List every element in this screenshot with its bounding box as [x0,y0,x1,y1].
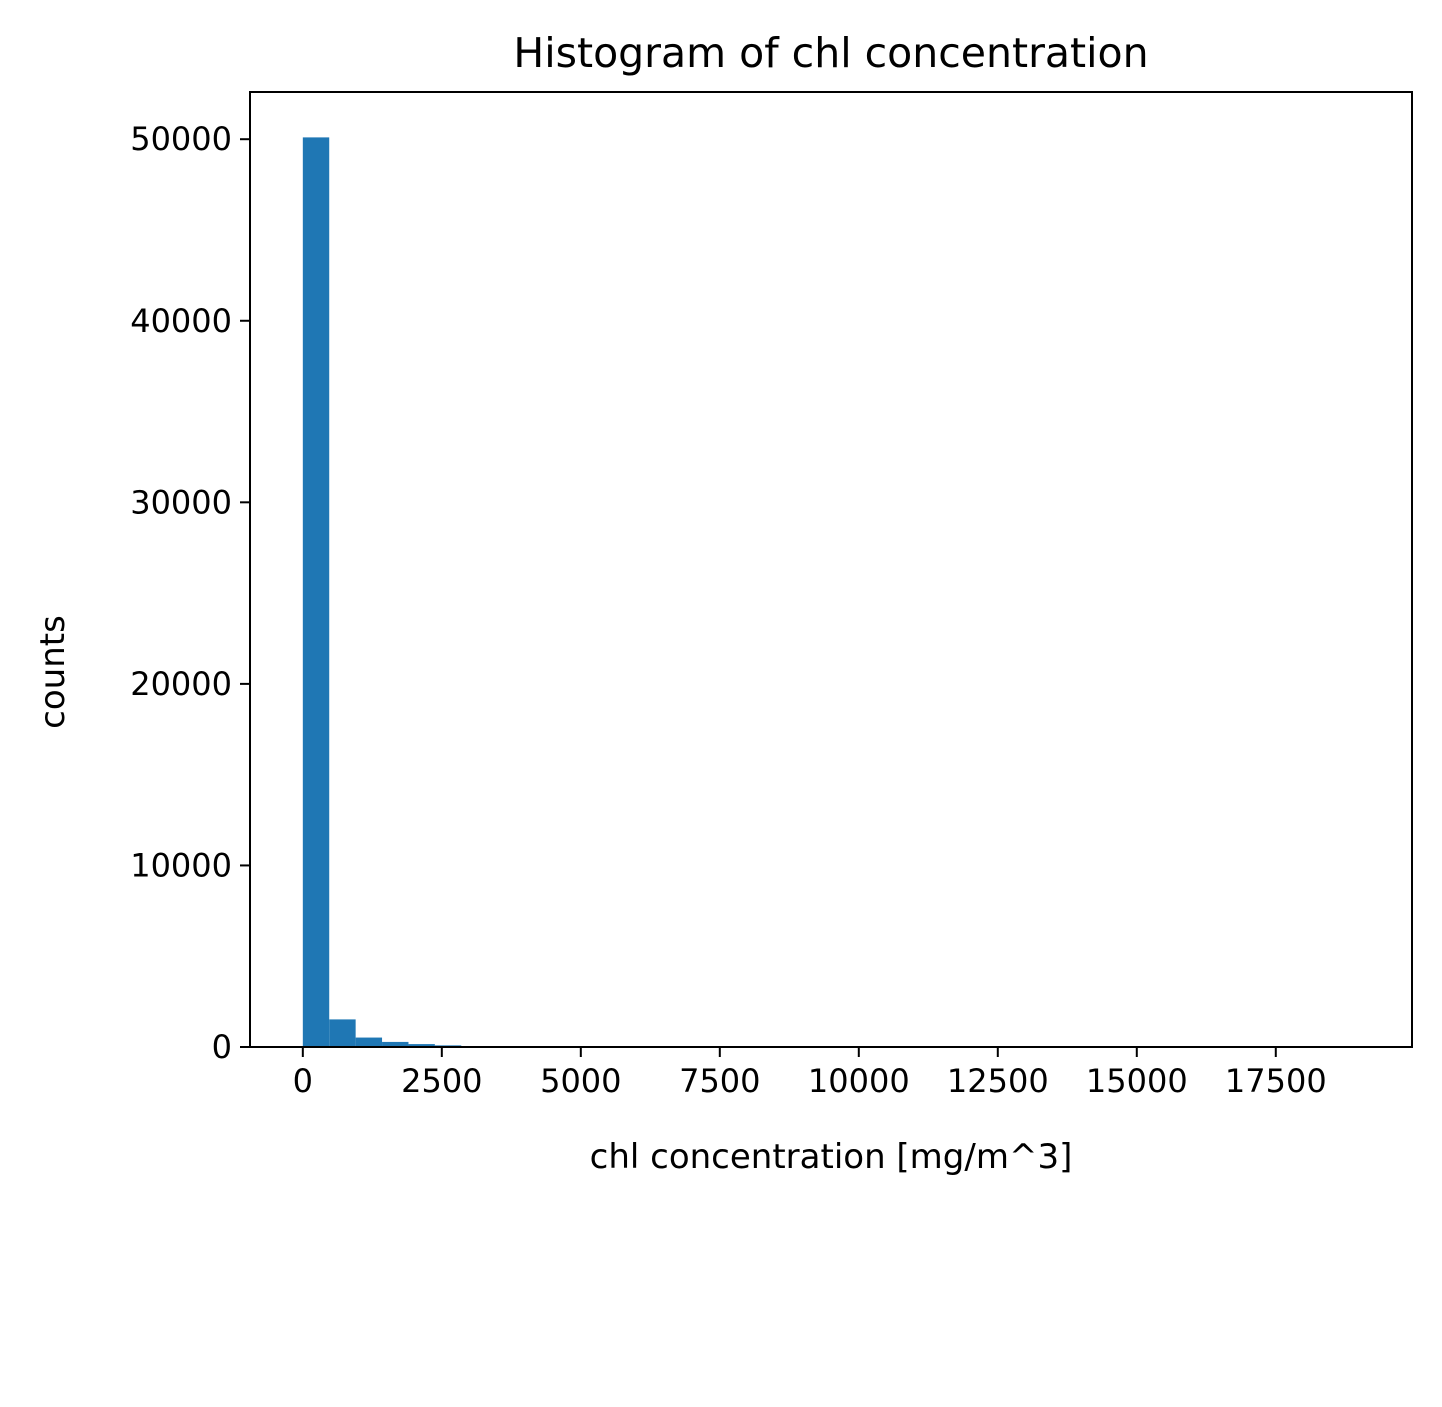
histogram-bar-2 [355,1037,383,1047]
y-tick-label: 50000 [130,120,232,158]
plot-area-frame [249,91,1413,1048]
histogram-bar-4 [408,1044,435,1047]
x-tick-label: 17500 [1225,1062,1327,1100]
x-axis-label: chl concentration [mg/m^3] [590,1137,1073,1177]
y-axis-label: counts [33,615,73,729]
x-axis-ticks: 0 2500 5000 7500 10000 12500 15000 17500 [293,1047,1327,1100]
y-tick-label: 30000 [130,483,232,521]
y-axis-ticks: 0 10000 20000 30000 40000 50000 [130,120,250,1066]
histogram-bar-0 [302,137,330,1047]
x-tick-label: 5000 [540,1062,621,1100]
y-tick-label: 40000 [130,302,232,340]
histogram-bar-3 [382,1041,409,1047]
x-tick-label: 15000 [1086,1062,1188,1100]
x-tick-label: 12500 [947,1062,1049,1100]
y-tick-label: 20000 [130,665,232,703]
x-tick-label: 0 [293,1062,313,1100]
x-tick-label: 2500 [401,1062,482,1100]
chart-title: Histogram of chl concentration [513,29,1148,77]
x-tick-label: 7500 [679,1062,760,1100]
y-tick-label: 10000 [130,846,232,884]
y-tick-label: 0 [212,1028,232,1066]
histogram-bar-1 [329,1019,356,1047]
x-tick-label: 10000 [808,1062,910,1100]
